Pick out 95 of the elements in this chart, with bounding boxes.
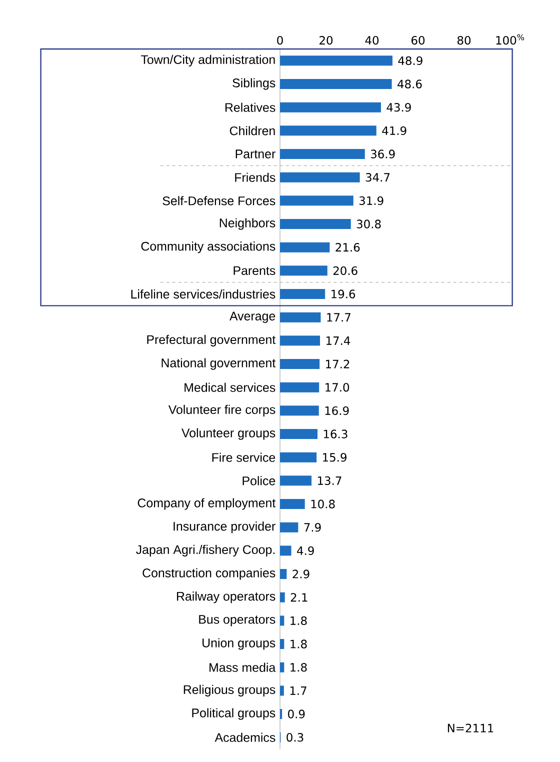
data-label: 16.9 xyxy=(325,406,349,416)
y-tick-label: Religious groups xyxy=(184,684,276,696)
y-tick-label: Friends xyxy=(235,172,276,182)
bar xyxy=(280,639,284,650)
y-tick-label: Volunteer fire corps xyxy=(168,404,276,416)
bar xyxy=(280,546,292,556)
data-label: 7.9 xyxy=(304,523,321,532)
x-tick-label: 80 xyxy=(457,36,471,45)
data-label: 1.8 xyxy=(290,663,307,672)
y-tick-label: Siblings xyxy=(232,78,276,90)
x-tick-label: 20 xyxy=(320,36,333,45)
data-label: 17.4 xyxy=(326,336,350,345)
bar xyxy=(280,79,392,90)
y-tick-label: Academics xyxy=(214,732,276,742)
data-label: 10.8 xyxy=(311,500,335,508)
bar xyxy=(280,266,328,276)
bar xyxy=(280,592,285,602)
y-tick-label: Volunteer groups xyxy=(182,428,276,440)
data-label: 17.0 xyxy=(326,383,350,392)
y-tick-label: National government xyxy=(162,358,276,370)
data-label: 43.9 xyxy=(386,103,411,112)
bar xyxy=(280,312,321,322)
bar xyxy=(280,172,360,182)
y-tick-label: Construction companies xyxy=(142,568,276,580)
bar xyxy=(280,616,284,626)
data-label: 0.3 xyxy=(286,733,304,742)
y-tick-label: Bus operators xyxy=(199,615,276,626)
data-label: 31.9 xyxy=(359,196,384,206)
data-label: 2.9 xyxy=(292,570,310,578)
data-label: 1.7 xyxy=(290,686,306,695)
bar xyxy=(280,242,330,252)
bar xyxy=(280,102,381,112)
data-label: 21.6 xyxy=(336,243,360,252)
y-tick-label: Average xyxy=(230,312,276,323)
bar xyxy=(280,289,326,300)
bar xyxy=(280,429,318,440)
annotation: N=2111 xyxy=(448,724,494,732)
data-label: 36.9 xyxy=(370,150,395,158)
bar xyxy=(280,569,287,580)
bar xyxy=(280,219,351,230)
y-tick-label: Children xyxy=(230,126,275,136)
y-tick-label: Partner xyxy=(236,150,276,158)
data-label: 48.6 xyxy=(398,80,422,88)
y-tick-label: Medical services xyxy=(184,382,276,392)
data-label: 15.9 xyxy=(323,453,346,462)
data-label: 0.9 xyxy=(288,710,305,718)
x-tick-label: 100$^{%}$ xyxy=(496,34,524,45)
y-tick-label: Railway operators xyxy=(177,592,276,604)
y-tick-label: Prefectural government xyxy=(147,334,276,346)
x-tick-label: 40 xyxy=(365,36,379,45)
bar xyxy=(280,149,365,160)
y-tick-label: Community associations xyxy=(141,242,276,254)
data-label: 41.9 xyxy=(382,126,406,136)
bar xyxy=(280,406,319,416)
bar xyxy=(280,499,305,510)
y-tick-label: Parents xyxy=(234,266,276,276)
y-tick-label: Lifeline services/industries xyxy=(131,289,276,299)
bar xyxy=(280,476,312,486)
y-tick-label: Police xyxy=(242,476,276,486)
data-label: 20.6 xyxy=(333,266,358,276)
data-label: 34.7 xyxy=(366,173,390,182)
bar xyxy=(280,686,284,696)
data-label: 1.8 xyxy=(290,616,307,626)
y-tick-label: Self-Defense Forces xyxy=(162,196,276,206)
y-tick-label: Fire service xyxy=(212,452,276,462)
data-label: 19.6 xyxy=(332,290,356,298)
bar xyxy=(280,126,376,136)
bar xyxy=(280,662,284,672)
bar xyxy=(280,452,317,462)
bar xyxy=(280,196,354,206)
x-tick-label: 0 xyxy=(277,36,283,45)
bar xyxy=(280,359,320,370)
data-label: 4.9 xyxy=(297,546,314,556)
data-label: 48.9 xyxy=(398,56,422,65)
data-label: 16.3 xyxy=(324,430,348,438)
bar xyxy=(280,56,392,66)
data-label: 30.8 xyxy=(356,220,381,228)
data-label: 1.8 xyxy=(290,640,307,648)
y-tick-label: Japan Agri./fishery Coop. xyxy=(136,544,274,556)
x-tick-label: 60 xyxy=(412,36,425,45)
y-tick-label: Relatives xyxy=(225,102,276,112)
bar xyxy=(280,522,298,532)
y-tick-label: Political groups xyxy=(192,708,276,720)
y-tick-label: Union groups xyxy=(202,638,276,650)
data-label: 2.1 xyxy=(290,593,308,602)
data-label: 13.7 xyxy=(318,476,342,486)
y-tick-label: Company of employment xyxy=(138,498,276,510)
bar xyxy=(280,382,320,392)
data-label: 17.2 xyxy=(326,360,350,368)
y-tick-label: Neighbors xyxy=(220,218,276,230)
data-label: 17.7 xyxy=(327,313,350,322)
y-tick-label: Insurance provider xyxy=(174,522,276,534)
bar xyxy=(280,336,320,346)
y-tick-label: Town/City administration xyxy=(140,54,275,66)
y-tick-label: Mass media xyxy=(210,662,276,672)
